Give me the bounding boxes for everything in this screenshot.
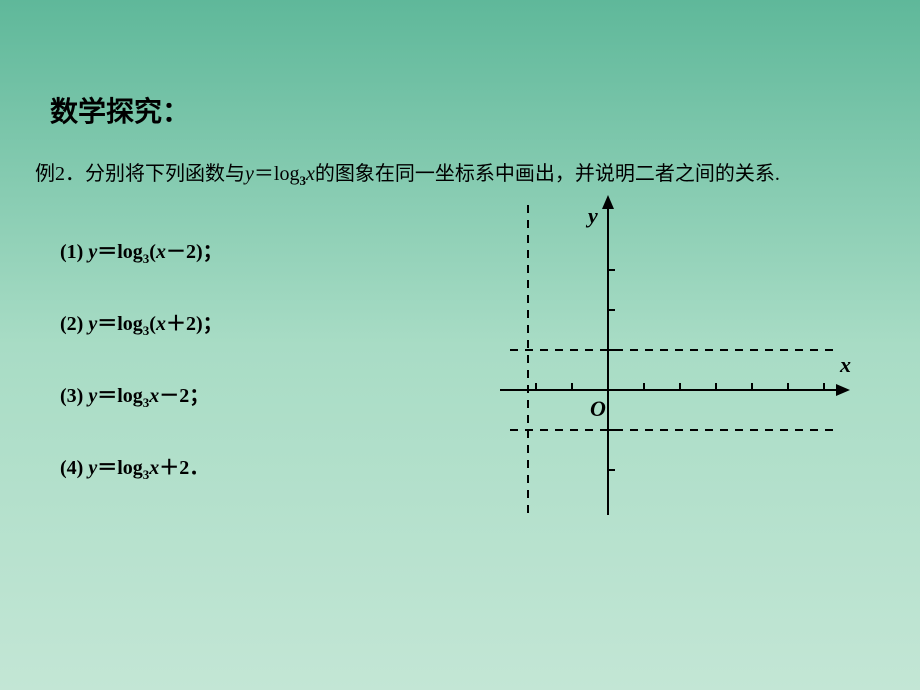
log: log (117, 241, 143, 263)
section-title: 数学探究： (50, 90, 190, 130)
coordinate-chart: y x O (500, 195, 900, 525)
paren-open: ( (149, 313, 156, 335)
eq: ＝ (97, 313, 117, 335)
log: log (117, 457, 143, 479)
var-y: y (88, 385, 97, 407)
var-x: x (306, 163, 315, 185)
eq: ＝ (97, 385, 117, 407)
problem-prefix: 例2．分别将下列函数与 (35, 163, 245, 185)
problem-statement: 例2．分别将下列函数与y＝log3x的图象在同一坐标系中画出，并说明二者之间的关… (35, 158, 885, 192)
var-y: y (88, 241, 97, 263)
op: ＋ (166, 313, 186, 335)
var-x: x (149, 385, 159, 407)
end: ； (203, 241, 223, 263)
item-num: (2) (60, 313, 88, 335)
paren-open: ( (149, 241, 156, 263)
list-item: (4) y＝log3x＋2． (60, 451, 223, 483)
const: 2) (186, 313, 203, 335)
svg-text:y: y (585, 203, 598, 228)
list-item: (2) y＝log3(x＋2)； (60, 307, 223, 339)
const: 2 (179, 385, 189, 407)
item-num: (3) (60, 385, 88, 407)
var-y: y (245, 163, 254, 185)
var-x: x (156, 241, 166, 263)
var-y: y (88, 313, 97, 335)
const: 2 (179, 457, 189, 479)
op: － (159, 385, 179, 407)
log-text: log (274, 163, 300, 185)
svg-text:O: O (590, 396, 606, 421)
item-list: (1) y＝log3(x－2)； (2) y＝log3(x＋2)； (3) y＝… (60, 235, 223, 523)
var-y: y (88, 457, 97, 479)
eq: ＝ (97, 457, 117, 479)
var-x: x (149, 457, 159, 479)
list-item: (1) y＝log3(x－2)； (60, 235, 223, 267)
eq: ＝ (97, 241, 117, 263)
log: log (117, 313, 143, 335)
item-num: (4) (60, 457, 88, 479)
const: 2) (186, 241, 203, 263)
item-num: (1) (60, 241, 88, 263)
log: log (117, 385, 143, 407)
list-item: (3) y＝log3x－2； (60, 379, 223, 411)
svg-text:x: x (839, 352, 851, 377)
eq-sign: ＝ (254, 163, 274, 185)
end: ． (189, 457, 209, 479)
op: － (166, 241, 186, 263)
chart-svg: y x O (500, 195, 900, 525)
end: ； (189, 385, 209, 407)
end: ； (203, 313, 223, 335)
problem-suffix: 的图象在同一坐标系中画出，并说明二者之间的关系. (315, 163, 780, 185)
op: ＋ (159, 457, 179, 479)
var-x: x (156, 313, 166, 335)
